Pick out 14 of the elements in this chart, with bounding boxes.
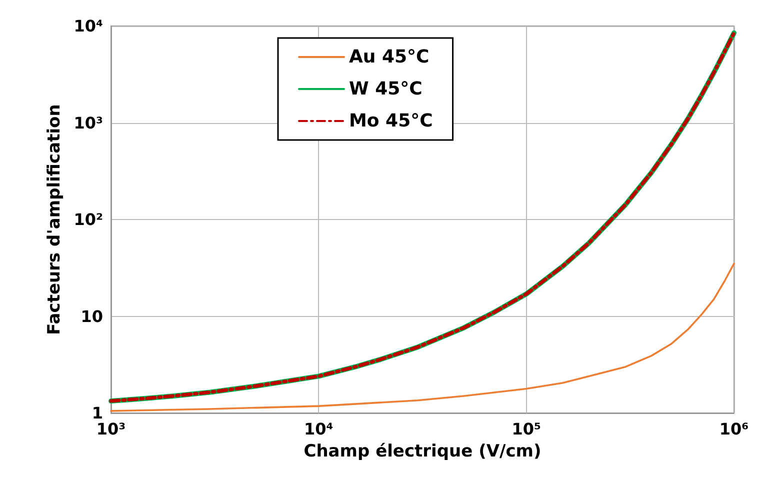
- x-axis-title: Champ électrique (V/cm): [304, 442, 542, 462]
- y-tick-label: 1: [92, 404, 103, 422]
- y-axis-title: Facteurs d'amplification: [44, 104, 64, 335]
- legend-label: Mo 45°C: [349, 110, 433, 132]
- y-tick-label: 10⁴: [74, 16, 103, 36]
- y-tick-label: 10³: [74, 113, 103, 132]
- x-tick-label: 10⁴: [304, 420, 334, 438]
- y-tick-label: 10: [80, 306, 103, 326]
- x-tick-label: 10⁶: [719, 420, 749, 438]
- x-tick-label: 10³: [96, 420, 126, 438]
- x-tick-label: 10⁵: [512, 420, 541, 438]
- legend-label: W 45°C: [349, 78, 422, 100]
- y-tick-label: 10²: [74, 210, 103, 229]
- legend-label: Au 45°C: [349, 46, 430, 68]
